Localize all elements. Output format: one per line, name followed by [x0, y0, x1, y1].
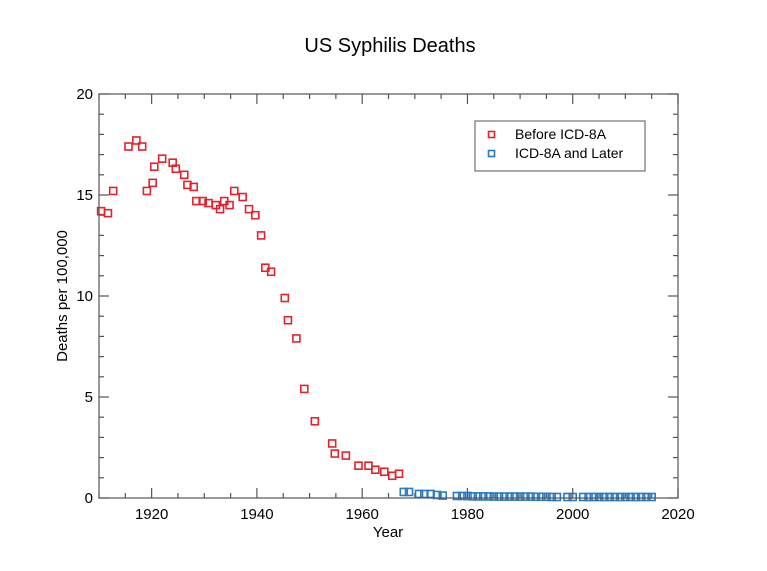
y-tick-label: 15 — [76, 187, 93, 204]
x-tick-label: 1940 — [240, 506, 273, 523]
point-before-icd8a — [189, 182, 199, 192]
point-before-icd8a — [256, 231, 266, 240]
point-icd8a-later — [399, 487, 409, 497]
point-before-icd8a — [266, 267, 276, 277]
point-icd8a-later — [515, 492, 525, 501]
point-icd8a-later — [526, 492, 535, 501]
point-icd8a-later — [452, 491, 462, 501]
point-icd8a-later — [578, 492, 588, 502]
point-before-icd8a — [124, 142, 133, 151]
point-before-icd8a — [149, 162, 159, 172]
point-icd8a-later — [542, 492, 551, 502]
point-icd8a-later — [457, 491, 467, 501]
x-axis-label: Year — [373, 524, 403, 541]
point-before-icd8a — [379, 467, 389, 477]
point-icd8a-later — [505, 492, 514, 501]
point-before-icd8a — [292, 334, 301, 343]
point-before-icd8a — [299, 384, 309, 394]
x-tick-label: 1960 — [345, 506, 378, 523]
point-icd8a-later — [594, 492, 604, 502]
point-before-icd8a — [364, 461, 373, 470]
point-before-icd8a — [330, 449, 340, 458]
tick-labels: 1920 1940 1960 1980 2000 2020 0 5 10 15 20 — [76, 86, 694, 523]
point-icd8a-later — [568, 492, 578, 502]
point-before-icd8a — [283, 315, 293, 325]
x-tick-label: 2000 — [556, 506, 589, 523]
legend-box — [474, 120, 646, 172]
plot-frame — [98, 93, 679, 499]
point-icd8a-later — [484, 492, 493, 501]
point-icd8a-later — [404, 487, 414, 497]
point-before-icd8a — [371, 465, 380, 475]
point-icd8a-later — [605, 492, 614, 502]
point-before-icd8a — [132, 136, 141, 145]
point-before-icd8a — [310, 416, 320, 426]
point-icd8a-later — [615, 492, 625, 502]
point-before-icd8a — [238, 192, 247, 202]
point-before-icd8a — [148, 178, 157, 188]
point-icd8a-later — [473, 492, 483, 501]
point-icd8a-later — [499, 492, 509, 501]
point-before-icd8a — [179, 170, 189, 180]
data-points — [96, 136, 656, 502]
point-icd8a-later — [642, 492, 651, 502]
legend-label-icd8a-later: ICD-8A and Later — [515, 145, 624, 161]
point-icd8a-later — [589, 492, 599, 502]
point-before-icd8a — [280, 293, 290, 303]
point-icd8a-later — [631, 492, 641, 502]
point-before-icd8a — [341, 451, 351, 460]
point-before-icd8a — [387, 471, 397, 481]
y-tick-label: 20 — [76, 86, 93, 103]
y-tick-label: 0 — [85, 490, 93, 507]
point-icd8a-later — [621, 492, 630, 502]
point-icd8a-later — [531, 492, 541, 502]
point-icd8a-later — [584, 492, 593, 502]
point-before-icd8a — [108, 186, 118, 196]
point-before-icd8a — [142, 186, 152, 196]
point-before-icd8a — [215, 204, 225, 214]
point-icd8a-later — [438, 491, 448, 500]
point-before-icd8a — [394, 469, 404, 479]
point-before-icd8a — [327, 439, 337, 448]
point-icd8a-later — [494, 492, 504, 501]
point-icd8a-later — [536, 492, 546, 502]
point-before-icd8a — [251, 210, 260, 220]
legend-label-before-icd8a: Before ICD-8A — [515, 126, 607, 142]
point-icd8a-later — [563, 492, 572, 502]
point-before-icd8a — [157, 154, 167, 163]
chart-title: US Syphilis Deaths — [304, 35, 475, 57]
point-icd8a-later — [610, 492, 620, 502]
point-icd8a-later — [636, 492, 646, 502]
point-before-icd8a — [137, 142, 147, 151]
point-before-icd8a — [103, 208, 113, 218]
point-icd8a-later — [600, 492, 609, 502]
point-icd8a-later — [647, 492, 656, 502]
y-tick-label: 10 — [76, 288, 93, 305]
point-before-icd8a — [244, 204, 254, 214]
legend-marker-before-icd8a — [487, 130, 496, 139]
x-tick-label: 1920 — [135, 506, 168, 523]
point-icd8a-later — [547, 492, 556, 502]
point-before-icd8a — [229, 186, 239, 196]
legend-marker-icd8a-later — [487, 149, 496, 158]
x-tick-label: 2020 — [661, 506, 694, 523]
x-tick-label: 1980 — [451, 506, 484, 523]
point-icd8a-later — [521, 492, 530, 501]
point-before-icd8a — [354, 461, 363, 470]
point-icd8a-later — [626, 492, 635, 502]
point-icd8a-later — [489, 492, 499, 501]
point-icd8a-later — [510, 492, 520, 501]
legend: Before ICD-8A ICD-8A and Later — [474, 120, 646, 172]
y-axis-label: Deaths per 100,000 — [54, 230, 71, 362]
point-icd8a-later — [552, 492, 562, 502]
y-tick-label: 5 — [85, 389, 93, 406]
point-icd8a-later — [478, 492, 488, 501]
point-icd8a-later — [463, 491, 472, 501]
point-icd8a-later — [468, 492, 478, 501]
point-before-icd8a — [198, 196, 207, 206]
point-before-icd8a — [171, 164, 181, 174]
point-before-icd8a — [225, 200, 234, 210]
